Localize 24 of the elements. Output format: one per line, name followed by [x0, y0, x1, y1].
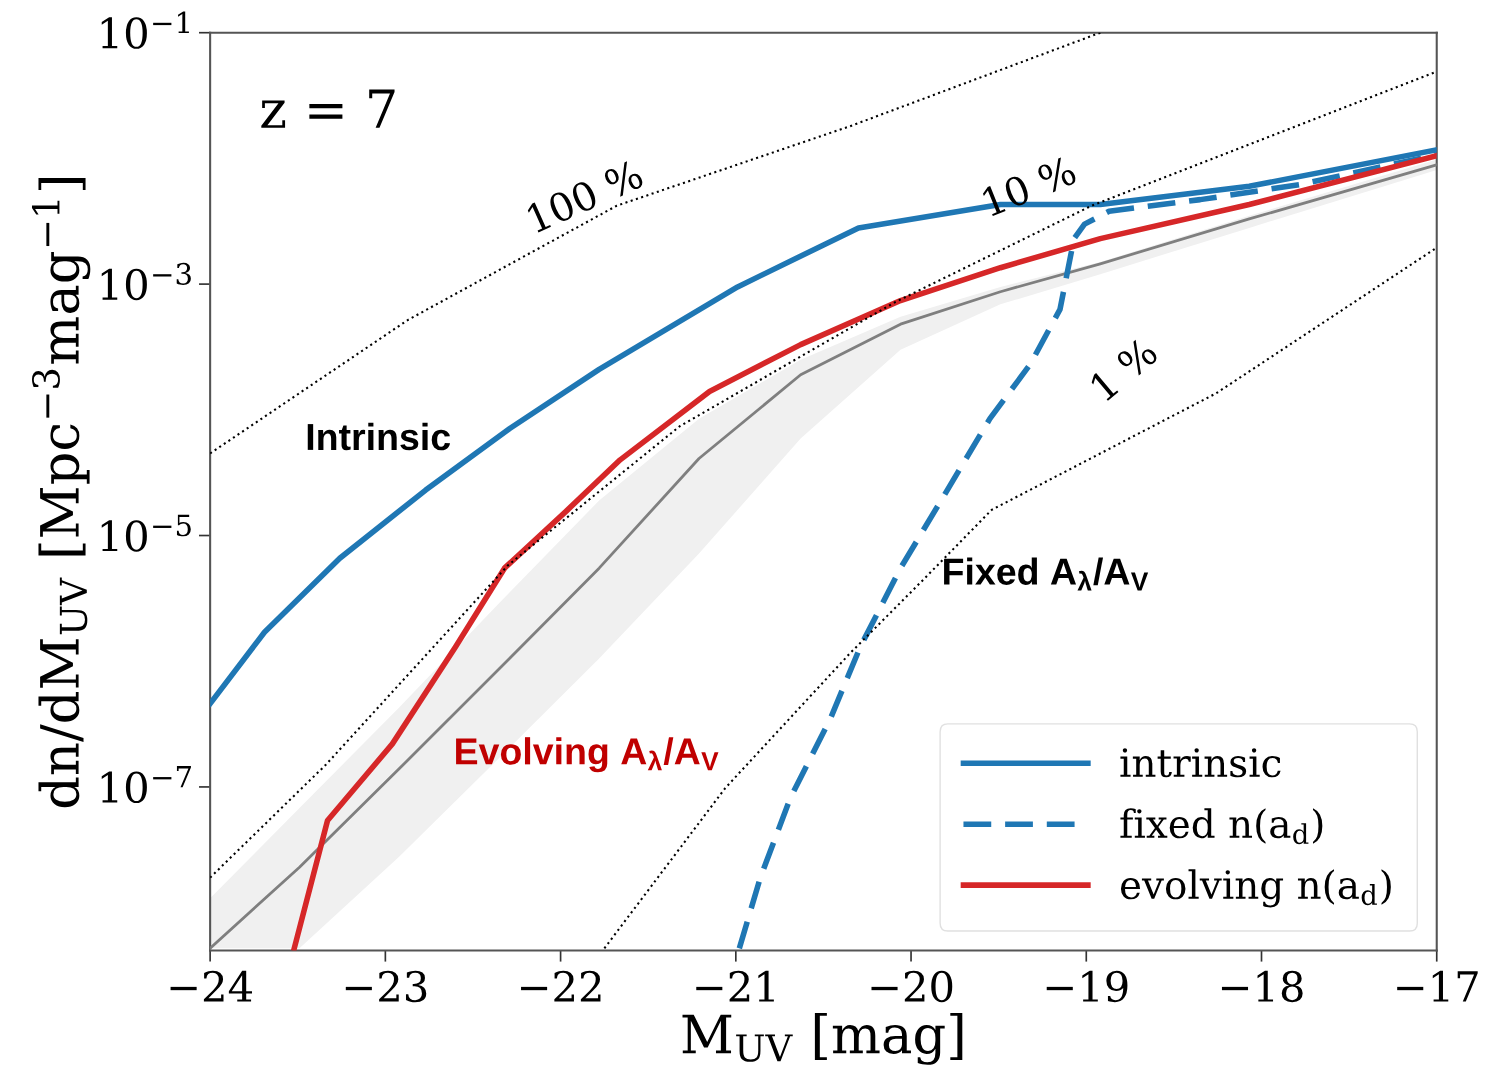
x-tick-label: −24	[170, 970, 252, 1002]
y-axis-title: dn/dM$_{UV}$ [Mpc$^{−3}$mag$^{−1}$]	[31, 178, 91, 808]
legend-label: intrinsic	[1120, 748, 1281, 778]
annotation: 100 %	[526, 158, 645, 234]
x-tick-label: −18	[1221, 970, 1303, 1003]
x-tick-label: −21	[696, 970, 774, 1002]
annotation: Fixed A$_{λ}$/A$_{V}$	[944, 557, 1149, 591]
y-tick-label: 10$^{−5}$	[101, 514, 191, 552]
annotation: Evolving A$_{λ}$/A$_{V}$	[456, 737, 719, 773]
x-axis-title: M$_{UV}$ [mag]	[682, 1013, 963, 1065]
y-tick-label: 10$^{−3}$	[101, 262, 191, 301]
annotation: Intrinsic	[307, 422, 451, 451]
annotation: z = 7	[261, 89, 395, 128]
x-tick-label: −23	[345, 970, 427, 1003]
x-tick-label: −20	[871, 970, 953, 1003]
y-tick-label: 10$^{−1}$	[101, 11, 189, 49]
annotation: 10 %	[981, 155, 1078, 217]
x-tick-label: −22	[521, 970, 601, 1002]
x-tick-label: −19	[1046, 970, 1128, 1003]
y-tick-label: 10$^{−7}$	[101, 766, 191, 804]
x-tick-label: −17	[1397, 970, 1478, 1002]
legend-label: evolving n(a$_{d}$)	[1120, 869, 1391, 908]
legend-label: fixed n(a$_{d}$)	[1120, 808, 1323, 845]
annotation: 1 %	[1088, 335, 1160, 402]
